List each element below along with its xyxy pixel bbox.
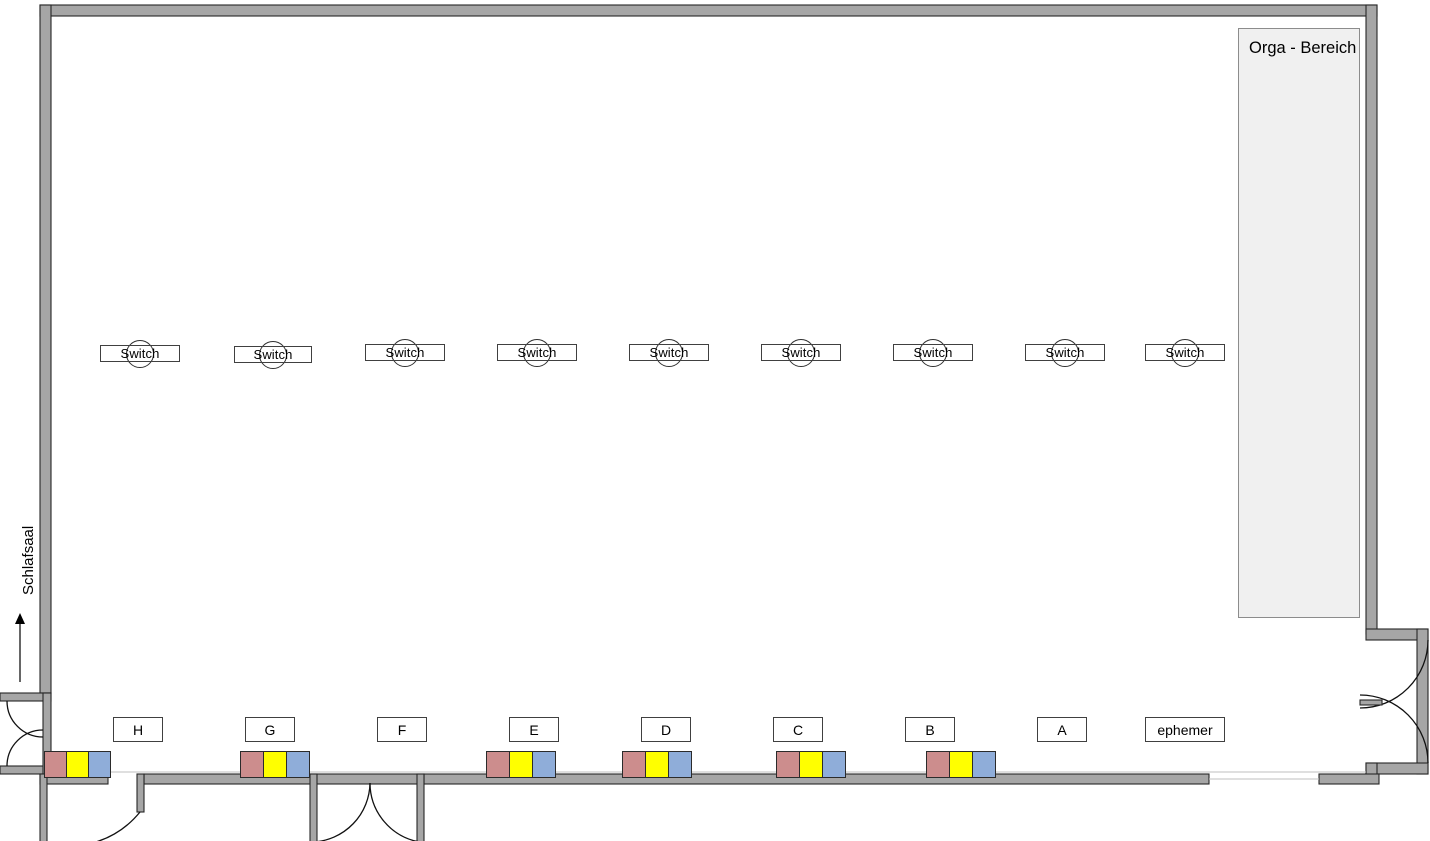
door-jamb-b1-right [136,773,145,813]
switch-label: Switch [385,345,425,360]
yellow-segment[interactable] [644,751,670,778]
yellow-segment[interactable] [262,751,288,778]
blue-segment[interactable] [285,751,310,778]
switch-label: Switch [781,345,821,360]
table-label-g[interactable]: G [245,717,295,742]
switch-label: Switch [1045,345,1085,360]
switch-label: Switch [913,345,953,360]
switch-2[interactable]: Switch [234,346,312,363]
wall-right-upper [1365,4,1378,635]
strip-g[interactable] [240,751,310,778]
door-right-stub [1359,699,1383,706]
switch-label: Switch [1165,345,1205,360]
yellow-segment[interactable] [65,751,90,778]
blue-segment[interactable] [531,751,556,778]
switch-7[interactable]: Switch [893,344,973,361]
table-label-text: F [397,721,407,738]
switch-1[interactable]: Switch [100,345,180,362]
door-right-lower-icon [1359,694,1429,764]
strip-c[interactable] [776,751,846,778]
switch-3[interactable]: Switch [365,344,445,361]
strip-h[interactable] [44,751,111,778]
table-label-ephemer[interactable]: ephemer [1145,717,1225,742]
door-jamb-b1-left [39,773,48,841]
wall-right-lower [1416,628,1429,775]
switch-9[interactable]: Switch [1145,344,1225,361]
table-label-text: ephemer [1157,721,1213,738]
up-arrow-icon [15,613,25,682]
door-right-upper-icon [1359,639,1429,709]
red-segment[interactable] [240,751,265,778]
table-label-text: C [792,721,804,738]
door-bottom-1-icon [96,811,141,841]
table-label-c[interactable]: C [773,717,823,742]
red-segment[interactable] [622,751,647,778]
door-left-lower-icon [6,729,44,767]
table-label-text: E [529,721,539,738]
door-jamb-b2-right [416,773,425,841]
blue-segment[interactable] [971,751,996,778]
switch-5[interactable]: Switch [629,344,709,361]
switch-label: Switch [649,345,689,360]
strip-e[interactable] [486,751,556,778]
switch-6[interactable]: Switch [761,344,841,361]
door-jamb-b2-left [309,773,318,841]
switch-4[interactable]: Switch [497,344,577,361]
switch-label: Switch [253,347,293,362]
table-label-b[interactable]: B [905,717,955,742]
switch-8[interactable]: Switch [1025,344,1105,361]
wall-bottom-seg-4 [1318,773,1380,785]
table-label-a[interactable]: A [1037,717,1087,742]
door-bottom-2-icon [316,782,371,841]
table-label-text: G [264,721,276,738]
red-segment[interactable] [486,751,511,778]
blue-segment[interactable] [667,751,692,778]
table-label-text: B [925,721,935,738]
table-label-text: D [660,721,672,738]
red-segment[interactable] [926,751,951,778]
strip-d[interactable] [622,751,692,778]
red-segment[interactable] [776,751,801,778]
blue-segment[interactable] [821,751,846,778]
red-segment[interactable] [44,751,68,778]
blue-segment[interactable] [87,751,111,778]
door-bottom-3-icon [369,782,419,841]
schlafsaal-label: Schlafsaal [20,525,37,595]
orga-bereich-area[interactable]: Orga - Bereich [1238,28,1360,618]
yellow-segment[interactable] [948,751,974,778]
table-label-d[interactable]: D [641,717,691,742]
switch-label: Switch [517,345,557,360]
yellow-segment[interactable] [508,751,534,778]
door-left-upper-icon [6,700,44,738]
wall-left [39,4,52,694]
wall-top [39,4,1378,17]
table-label-f[interactable]: F [377,717,427,742]
strip-b[interactable] [926,751,996,778]
table-label-text: A [1057,721,1067,738]
table-label-e[interactable]: E [509,717,559,742]
table-label-text: H [132,721,144,738]
yellow-segment[interactable] [798,751,824,778]
orga-bereich-label: Orga - Bereich [1249,39,1357,57]
table-label-h[interactable]: H [113,717,163,742]
switch-label: Switch [120,346,160,361]
